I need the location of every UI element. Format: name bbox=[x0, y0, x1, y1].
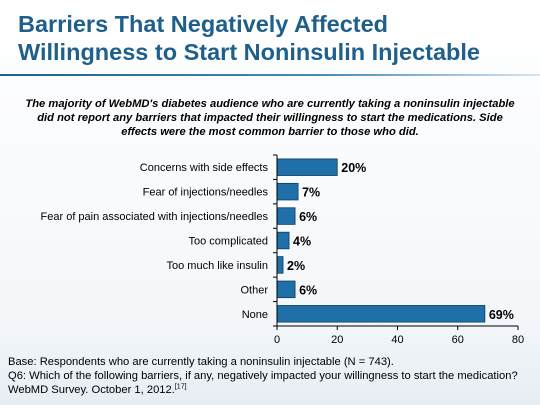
bar bbox=[276, 158, 338, 176]
footnote-base: Base: Respondents who are currently taki… bbox=[8, 356, 394, 368]
category-label: None bbox=[242, 309, 268, 321]
title-line-2: Willingness to Start Noninsulin Injectab… bbox=[18, 39, 481, 65]
category-label: Concerns with side effects bbox=[140, 162, 269, 174]
bar-chart: Concerns with side effects 20% Fear of inj… bbox=[0, 150, 540, 350]
category-label: Too much like insulin bbox=[167, 260, 269, 272]
bar bbox=[276, 207, 296, 225]
data-label: 69% bbox=[489, 308, 514, 322]
footnote-source-line: WebMD Survey. October 1, 2012.[17] bbox=[8, 383, 536, 397]
data-label: 4% bbox=[293, 235, 311, 249]
x-tick-label: 40 bbox=[391, 334, 403, 346]
footnote: Base: Respondents who are currently taki… bbox=[8, 355, 536, 397]
title-divider bbox=[0, 74, 540, 76]
data-label: 20% bbox=[341, 161, 366, 175]
bar-chart-svg: Concerns with side effects 20% Fear of inj… bbox=[41, 154, 524, 346]
slide-title: Barriers That Negatively Affected Willin… bbox=[18, 10, 528, 66]
category-label: Fear of injections/needles bbox=[143, 187, 269, 199]
x-tick-label: 80 bbox=[512, 334, 524, 346]
footnote-source: WebMD Survey. October 1, 2012. bbox=[8, 384, 175, 396]
bar bbox=[276, 256, 284, 274]
footnote-question: Q6: Which of the following barriers, if … bbox=[8, 370, 518, 382]
data-label: 6% bbox=[299, 210, 317, 224]
x-tick-label: 60 bbox=[452, 334, 464, 346]
category-label: Other bbox=[240, 284, 268, 296]
bar bbox=[276, 182, 299, 201]
data-label: 6% bbox=[299, 283, 317, 297]
title-line-1: Barriers That Negatively Affected bbox=[18, 11, 389, 37]
bar bbox=[276, 305, 486, 323]
footnote-reference: [17] bbox=[174, 383, 187, 391]
category-label: Too complicated bbox=[189, 236, 269, 248]
category-label: Fear of pain associated with injections/… bbox=[41, 211, 269, 223]
x-tick-label: 0 bbox=[274, 334, 280, 346]
bar bbox=[276, 280, 296, 299]
data-label: 2% bbox=[287, 259, 305, 273]
data-label: 7% bbox=[302, 186, 320, 200]
chart-subtitle: The majority of WebMD's diabetes audienc… bbox=[25, 98, 515, 138]
bar bbox=[276, 231, 290, 250]
x-tick-label: 20 bbox=[331, 334, 343, 346]
